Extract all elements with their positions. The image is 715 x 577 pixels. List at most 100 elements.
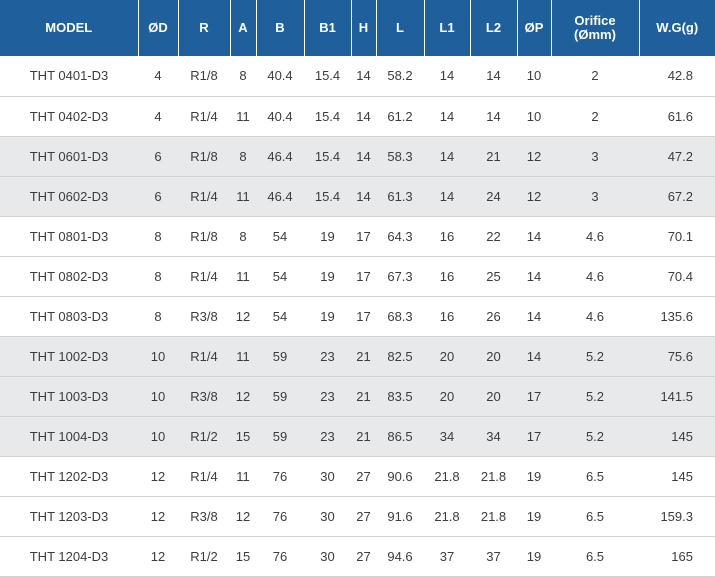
cell-model: THT 0402-D3: [29, 108, 109, 124]
table-row: THT 1003-D3 10 R3/8 12 59 23 21 83.5 20 20 17 5.2 14…: [0, 376, 715, 416]
cell-l: 86.5: [387, 428, 413, 444]
cell-l2: 24: [486, 188, 501, 204]
cell-orifice: 2: [591, 68, 599, 84]
cell-l1: 14: [439, 68, 455, 84]
cell-l2: 20: [486, 388, 501, 404]
cell-l1: 37: [439, 548, 455, 564]
cell-a: 12: [235, 508, 251, 524]
cell-b: 76: [272, 508, 288, 524]
cell-od: 12: [150, 508, 166, 524]
cell-h: 14: [356, 148, 371, 164]
cell-op: 10: [526, 108, 542, 124]
cell-h: 17: [356, 228, 371, 244]
cell-b: 54: [272, 308, 288, 324]
cell-l: 58.3: [387, 148, 413, 164]
cell-l1: 14: [439, 148, 455, 164]
cell-b: 46.4: [267, 148, 293, 164]
cell-wg: 165: [671, 548, 693, 564]
table-row: THT 0803-D3 8 R3/8 12 54 19 17 68.3 16 26 14 4.6 135…: [0, 296, 715, 336]
cell-op: 14: [526, 268, 542, 284]
header-b1: B1: [303, 0, 351, 56]
header-op: ØP: [516, 0, 551, 56]
cell-op: 19: [526, 548, 542, 564]
cell-wg: 159.3: [660, 508, 693, 524]
cell-wg: 47.2: [667, 148, 693, 164]
cell-model: THT 1202-D3: [29, 468, 109, 484]
cell-a: 15: [235, 548, 251, 564]
cell-b: 46.4: [267, 188, 293, 204]
cell-od: 6: [154, 148, 162, 164]
cell-b1: 15.4: [314, 108, 341, 124]
cell-orifice: 4.6: [585, 308, 605, 324]
cell-op: 14: [526, 308, 542, 324]
cell-model: THT 0803-D3: [29, 308, 109, 324]
cell-r: R1/8: [190, 228, 218, 244]
table-row: THT 1202-D3 12 R1/4 11 76 30 27 90.6 21.8 21.8 19 6…: [0, 456, 715, 496]
cell-r: R1/4: [190, 108, 218, 124]
cell-od: 4: [154, 68, 162, 84]
table-row: THT 0602-D3 6 R1/4 11 46.4 15.4 14 61.3 14 24 12 3 6…: [0, 176, 715, 216]
cell-op: 19: [526, 508, 542, 524]
header-r: R: [177, 0, 230, 56]
cell-od: 12: [150, 468, 166, 484]
cell-l2: 21.8: [480, 508, 507, 524]
cell-b1: 19: [320, 308, 335, 324]
cell-b1: 23: [320, 348, 335, 364]
header-h: H: [350, 0, 376, 56]
cell-model: THT 1002-D3: [29, 348, 109, 364]
cell-r: R1/8: [190, 68, 218, 84]
cell-b1: 15.4: [314, 188, 341, 204]
cell-model: THT 0602-D3: [29, 188, 109, 204]
cell-model: THT 0801-D3: [29, 228, 109, 244]
cell-a: 11: [236, 348, 250, 364]
cell-r: R1/2: [190, 548, 218, 564]
cell-l: 83.5: [387, 388, 413, 404]
cell-wg: 75.6: [667, 348, 693, 364]
cell-a: 11: [236, 108, 250, 124]
cell-wg: 135.6: [660, 308, 693, 324]
cell-l1: 14: [439, 108, 455, 124]
cell-model: THT 1004-D3: [29, 428, 109, 444]
header-model: MODEL: [45, 20, 93, 35]
cell-l1: 16: [439, 268, 455, 284]
cell-b1: 30: [320, 468, 335, 484]
cell-od: 12: [150, 548, 166, 564]
cell-r: R3/8: [190, 388, 218, 404]
cell-a: 8: [239, 68, 247, 84]
cell-h: 21: [356, 348, 371, 364]
cell-r: R1/2: [190, 428, 218, 444]
cell-b1: 30: [320, 508, 335, 524]
cell-b1: 30: [320, 548, 335, 564]
cell-l2: 22: [486, 228, 501, 244]
table-row: THT 0402-D3 4 R1/4 11 40.4 15.4 14 61.2 14 14 10 2 6…: [0, 96, 715, 136]
cell-orifice: 5.2: [585, 388, 605, 404]
header-l: L: [375, 0, 424, 56]
cell-wg: 42.8: [667, 68, 693, 84]
table-body: THT 0401-D3 4 R1/8 8 40.4 15.4 14 58.2 14 14 10 2 42…: [0, 56, 715, 576]
cell-a: 8: [239, 228, 247, 244]
cell-wg: 141.5: [660, 388, 693, 404]
cell-model: THT 1204-D3: [29, 548, 109, 564]
cell-op: 19: [526, 468, 542, 484]
header-row: MODEL ØD R A B B1 H L L1 L2 ØP Orifice (…: [0, 0, 715, 56]
cell-a: 11: [236, 188, 250, 204]
cell-a: 15: [235, 428, 251, 444]
cell-b: 40.4: [267, 108, 293, 124]
cell-l1: 16: [439, 228, 455, 244]
cell-wg: 67.2: [667, 188, 693, 204]
cell-orifice: 5.2: [585, 348, 605, 364]
cell-od: 10: [150, 388, 166, 404]
cell-b: 59: [272, 348, 288, 364]
cell-orifice: 6.5: [585, 548, 605, 564]
cell-model: THT 0401-D3: [29, 68, 109, 84]
cell-l: 94.6: [387, 548, 413, 564]
cell-a: 11: [236, 468, 250, 484]
cell-orifice: 4.6: [585, 268, 605, 284]
cell-od: 10: [150, 348, 166, 364]
cell-od: 10: [150, 428, 166, 444]
cell-orifice: 4.6: [585, 228, 605, 244]
table-row: THT 1204-D3 12 R1/2 15 76 30 27 94.6 37 37 19 6.5 16…: [0, 536, 715, 576]
cell-h: 21: [356, 428, 371, 444]
cell-l2: 26: [486, 308, 501, 324]
header-a: A: [229, 0, 256, 56]
